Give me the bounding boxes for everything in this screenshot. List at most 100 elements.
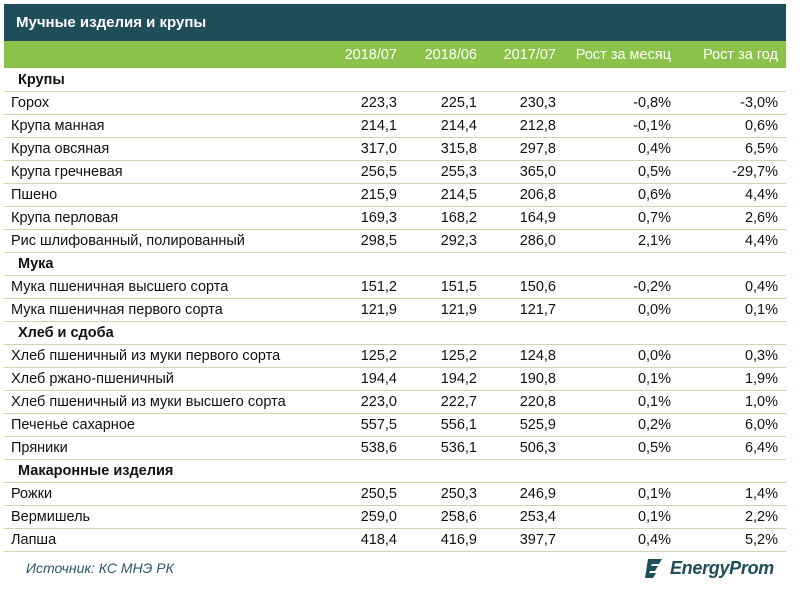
price-2018-07-cell: 250,5 [360,486,397,502]
month-growth-cell: 0,1% [637,371,671,387]
table-row: Рис шлифованный, полированный 298,5 292,3 2… [4,230,786,253]
price-2017-07-cell: 121,7 [519,302,556,318]
product-name-cell: Крупа гречневая [11,164,123,180]
table-row: Горох 223,3 225,1 230,3 -0,8% -3,0% [4,92,786,115]
month-growth-cell: 0,4% [637,532,671,548]
price-2018-07-cell: 317,0 [360,141,397,157]
year-growth-cell: 0,3% [744,348,778,364]
table-row: Мука пшеничная высшего сорта 151,2 151,5 15… [4,276,786,299]
product-name-cell: Печенье сахарное [11,417,135,433]
year-growth-cell: 2,2% [744,509,778,525]
price-2018-07-cell: 121,9 [360,302,397,318]
price-2018-06-cell: 194,2 [440,371,477,387]
month-growth-cell: 2,1% [637,233,671,249]
table-row: Крупа манная 214,1 214,4 212,8 -0,1% 0,6% [4,115,786,138]
section-title: Крупы [18,72,65,88]
price-2017-07-cell: 124,8 [519,348,556,364]
product-name-cell: Пряники [11,440,68,456]
year-growth-cell: 0,1% [744,302,778,318]
price-2017-07-cell: 297,8 [519,141,556,157]
price-2017-07-cell: 253,4 [519,509,556,525]
price-2018-06-cell: 222,7 [440,394,477,410]
product-name-cell: Хлеб пшеничный из муки высшего сорта [11,394,286,410]
price-2018-06-cell: 250,3 [440,486,477,502]
price-2018-06-cell: 536,1 [440,440,477,456]
price-2017-07-cell: 230,3 [519,95,556,111]
month-growth-cell: 0,6% [637,187,671,203]
price-2017-07-cell: 365,0 [519,164,556,180]
price-2018-07-cell: 194,4 [360,371,397,387]
section-row: Крупы [4,69,786,92]
product-name-cell: Рис шлифованный, полированный [11,233,245,249]
table-row: Хлеб ржано-пшеничный 194,4 194,2 190,8 0,1% 1… [4,368,786,391]
year-growth-cell: -3,0% [740,95,778,111]
table-row: Вермишель 259,0 258,6 253,4 0,1% 2,2% [4,506,786,529]
month-growth-cell: 0,2% [637,417,671,433]
year-growth-cell: 4,4% [744,187,778,203]
price-2018-06-cell: 121,9 [440,302,477,318]
price-2017-07-cell: 286,0 [519,233,556,249]
year-growth-cell: 4,4% [744,233,778,249]
price-2018-06-cell: 225,1 [440,95,477,111]
product-name-cell: Хлеб пшеничный из муки первого сорта [11,348,281,364]
table-row: Пшено 215,9 214,5 206,8 0,6% 4,4% [4,184,786,207]
month-growth-cell: 0,4% [637,141,671,157]
product-name-cell: Крупа перловая [11,210,119,226]
year-growth-cell: 0,6% [744,118,778,134]
source-note: Источник: КС МНЭ РК [26,560,174,576]
price-2018-07-cell: 418,4 [360,532,397,548]
table-row: Пряники 538,6 536,1 506,3 0,5% 6,4% [4,437,786,460]
price-2018-07-cell: 223,0 [360,394,397,410]
section-title: Макаронные изделия [18,463,174,479]
section-title: Хлеб и сдоба [18,325,114,341]
month-growth-cell: -0,2% [633,279,671,295]
year-growth-cell: 6,0% [744,417,778,433]
table-row: Крупа овсяная 317,0 315,8 297,8 0,4% 6,5% [4,138,786,161]
month-growth-cell: 0,1% [637,509,671,525]
product-name-cell: Лапша [11,532,57,548]
price-2017-07-cell: 525,9 [519,417,556,433]
price-2017-07-cell: 150,6 [519,279,556,295]
month-growth-cell: 0,1% [637,486,671,502]
price-2018-06-cell: 255,3 [440,164,477,180]
month-growth-cell: 0,5% [637,440,671,456]
header-cell-2018-07: 2018/07 [344,46,397,63]
table-row: Мука пшеничная первого сорта 121,9 121,9 12… [4,299,786,322]
product-name-cell: Пшено [11,187,58,203]
price-2017-07-cell: 206,8 [519,187,556,203]
product-name-cell: Крупа манная [11,118,105,134]
header-cell-year-growth: Рост за год [703,46,778,63]
section-row: Макаронные изделия [4,460,786,483]
table-row: Рожки 250,5 250,3 246,9 0,1% 1,4% [4,483,786,506]
year-growth-cell: 6,4% [744,440,778,456]
price-2018-07-cell: 223,3 [360,95,397,111]
price-2017-07-cell: 220,8 [519,394,556,410]
price-2018-07-cell: 298,5 [360,233,397,249]
month-growth-cell: 0,7% [637,210,671,226]
product-name-cell: Крупа овсяная [11,141,110,157]
price-2018-06-cell: 214,4 [440,118,477,134]
price-2018-06-cell: 214,5 [440,187,477,203]
brand-name: EnergyProm [669,557,774,578]
table-row: Хлеб пшеничный из муки первого сорта 125,… [4,345,786,368]
price-2018-07-cell: 169,3 [360,210,397,226]
table-row: Лапша 418,4 416,9 397,7 0,4% 5,2% [4,529,786,552]
price-2018-06-cell: 151,5 [440,279,477,295]
price-2018-07-cell: 151,2 [360,279,397,295]
price-2018-07-cell: 538,6 [360,440,397,456]
month-growth-cell: -0,8% [633,95,671,111]
product-name-cell: Хлеб ржано-пшеничный [11,371,174,387]
price-2018-07-cell: 256,5 [360,164,397,180]
header-cell-2018-06: 2018/06 [424,46,477,63]
year-growth-cell: 0,4% [744,279,778,295]
price-2018-06-cell: 168,2 [440,210,477,226]
price-2018-07-cell: 125,2 [360,348,397,364]
energyprom-logo-icon [644,559,662,578]
price-2017-07-cell: 164,9 [519,210,556,226]
price-2017-07-cell: 246,9 [519,486,556,502]
brand-logo: EnergyProm [644,556,774,580]
year-growth-cell: 5,2% [744,532,778,548]
product-name-cell: Мука пшеничная первого сорта [11,302,223,318]
month-growth-cell: -0,1% [633,118,671,134]
table-row: Крупа перловая 169,3 168,2 164,9 0,7% 2,6% [4,207,786,230]
